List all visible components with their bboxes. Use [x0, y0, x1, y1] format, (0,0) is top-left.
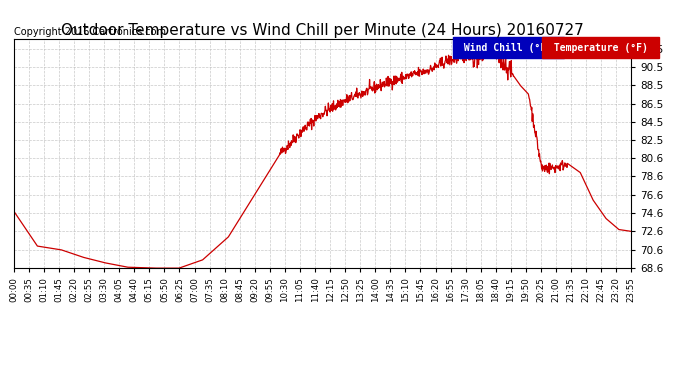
Text: Wind Chill (°F): Wind Chill (°F)	[458, 43, 558, 53]
Text: Temperature (°F): Temperature (°F)	[548, 43, 653, 53]
Title: Outdoor Temperature vs Wind Chill per Minute (24 Hours) 20160727: Outdoor Temperature vs Wind Chill per Mi…	[61, 23, 584, 38]
Text: Copyright 2016 Cartronics.com: Copyright 2016 Cartronics.com	[14, 27, 166, 37]
